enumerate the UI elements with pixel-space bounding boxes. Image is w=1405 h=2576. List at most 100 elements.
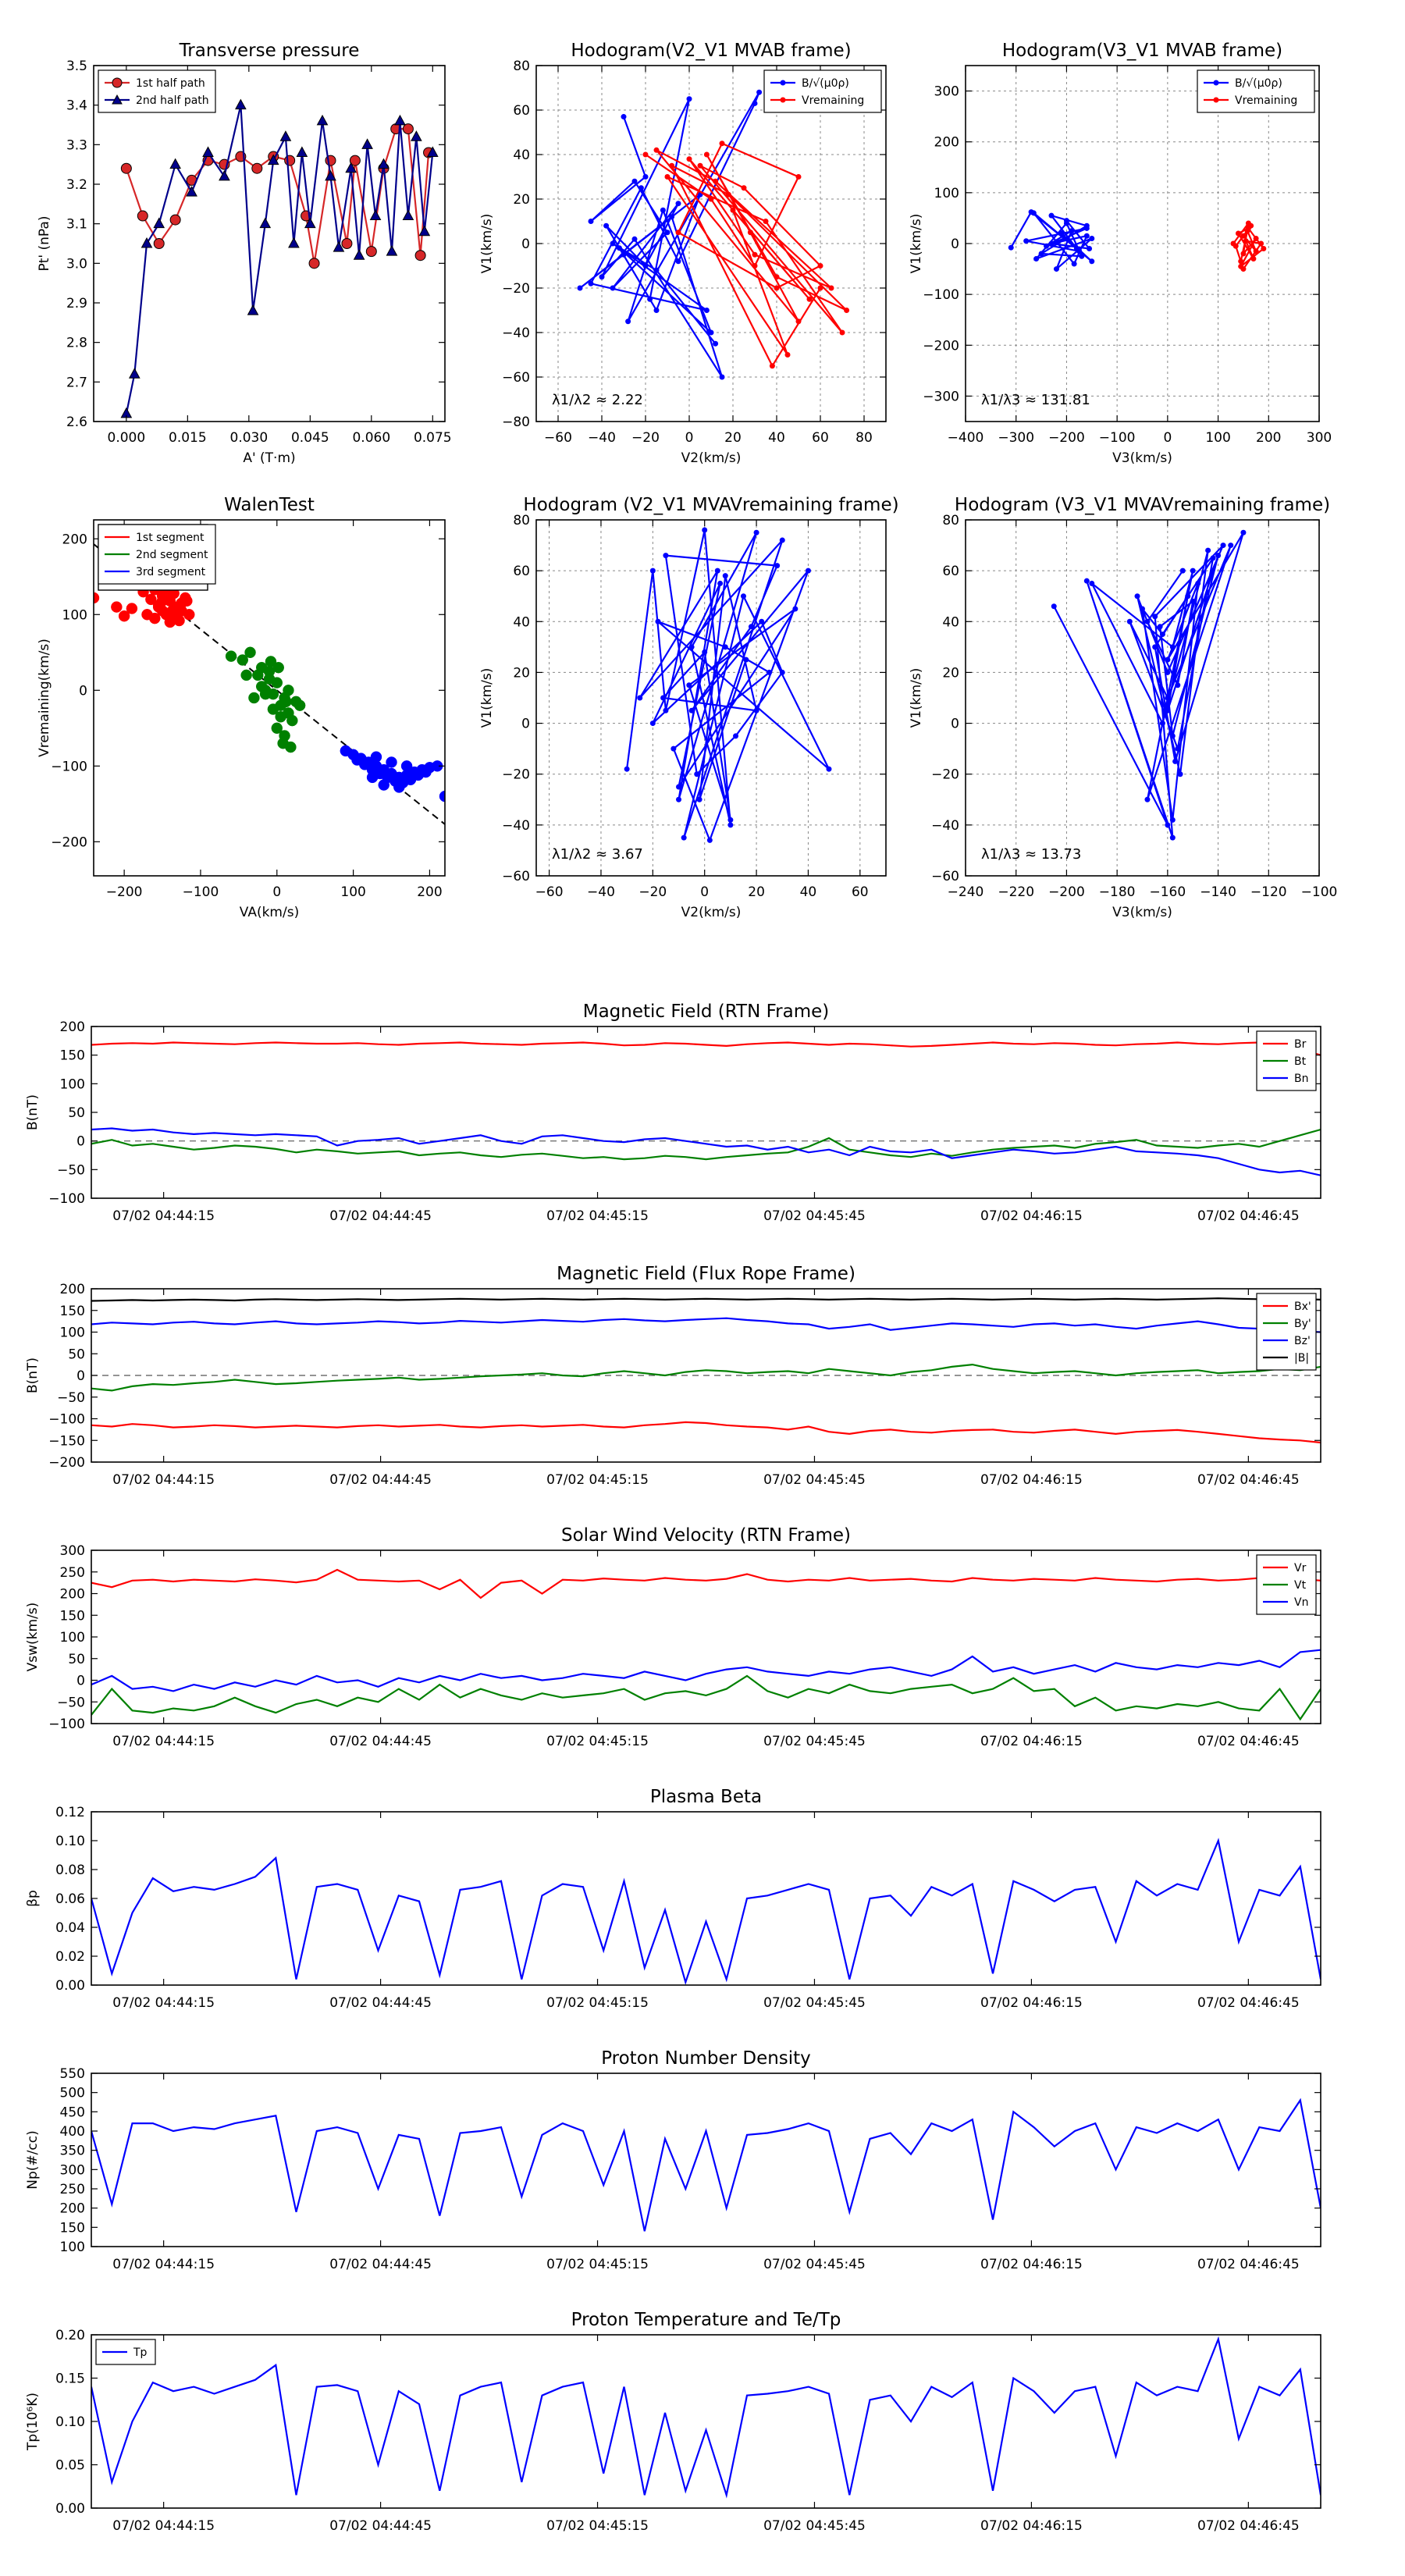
data-point [577,285,583,291]
y-tick-label: 200 [934,135,959,151]
data-point [686,96,692,102]
x-tick-label: 20 [748,884,765,900]
data-point [1261,246,1267,252]
data-point [663,553,669,559]
data-point [828,285,834,291]
y-tick-label: 20 [942,665,959,681]
y-tick-label: 100 [60,1630,85,1646]
y-tick-label: −200 [48,1455,85,1471]
y-tick-label: 0 [521,717,530,732]
y-tick-label: 80 [942,513,959,528]
chart-title: Hodogram (V3_V1 MVAVremaining frame) [955,495,1330,515]
data-point [647,296,653,302]
data-point [1195,580,1201,586]
data-point [1008,244,1014,251]
chart-title: Transverse pressure [179,41,360,61]
data-point [1089,235,1095,241]
data-point [675,258,681,265]
chart-title: WalenTest [224,495,315,515]
data-point [370,751,382,763]
chart-hodogram-v2-v1-mvab: −60 −40 −20 0 20 40 60 80 −80 −60 −40 −20 0 20 40 60 80 H… [479,41,887,466]
chart-transverse-pressure: 0.000 0.015 0.030 0.045 0.060 0.075 2.6 2.7 2.8 2… [37,41,452,466]
data-point [1058,230,1065,237]
chart-magnetic-field-rtn: 07/02 04:44:15 07/02 04:44:45 07/02 04:45:… [25,1002,1321,1224]
data-point [1033,256,1040,262]
legend-marker [112,94,123,105]
x-tick-label: 40 [800,884,817,900]
x-tick-label: 0.060 [352,430,390,446]
x-tick-label: 07/02 04:46:45 [1197,1995,1300,2011]
data-point [272,661,284,674]
data-point [1051,603,1057,610]
x-tick-label: −220 [998,884,1034,900]
series-line--p [91,1838,1321,1985]
data-point [248,692,260,704]
data-point [638,185,644,191]
y-tick-label: 40 [513,614,530,630]
legend-label: 2nd half path [136,94,209,107]
x-tick-label: 0.045 [291,430,329,446]
y-tick-label: 500 [60,2086,85,2101]
y-tick-label: −40 [502,326,530,341]
series-line-br [91,1041,1321,1056]
data-point [418,225,431,237]
chart-walen-test: −200 −100 0 100 200 −200 −100 0 100 200 WalenTest V… [37,495,446,920]
data-point [806,296,813,302]
x-tick-label: 60 [812,430,829,446]
y-tick-label: 300 [60,2162,85,2178]
x-tick-label: 0.075 [414,430,452,446]
data-point [642,263,649,269]
data-point [655,618,661,624]
x-tick-label: 07/02 04:46:45 [1197,2518,1300,2534]
x-tick-label: −40 [587,884,615,900]
y-tick-label: 350 [60,2144,85,2159]
y-tick-label: 80 [513,513,530,528]
data-point [767,669,773,675]
x-tick-label: −60 [535,884,564,900]
x-axis-label: V2(km/s) [681,905,742,920]
chart-plasma-beta: 07/02 04:44:15 07/02 04:44:45 07/02 04:45:… [25,1787,1321,2011]
y-tick-label: 20 [513,665,530,681]
y-tick-label: 0.04 [55,1920,85,1936]
x-tick-label: 07/02 04:46:15 [980,1995,1083,2011]
data-point [333,241,345,252]
y-tick-label: 50 [68,1347,85,1362]
axes-frame [965,519,1320,877]
x-tick-label: 07/02 04:45:15 [546,1995,649,2011]
x-tick-label: 0.015 [169,430,207,446]
y-axis-label: V1(km/s) [909,668,924,728]
y-tick-label: 300 [60,1543,85,1559]
y-tick-label: 2.8 [66,336,87,351]
data-point [165,606,178,617]
data-point [664,229,670,236]
legend-label: B/√(μ0ρ) [1235,77,1282,90]
data-point [353,249,365,260]
y-tick-label: 150 [60,1304,85,1319]
data-point [805,568,811,574]
data-point [675,201,681,207]
data-point [603,222,610,229]
series-line-by- [91,1363,1321,1392]
y-tick-label: 0.10 [55,1834,85,1849]
data-point [669,214,675,220]
data-point [414,250,426,262]
y-tick-label: 3.1 [66,217,87,233]
x-tick-label: 07/02 04:44:15 [112,1208,215,1224]
series-line-bz- [91,1317,1321,1333]
data-point [1089,258,1095,265]
data-point [259,217,272,229]
data-point [366,771,379,784]
y-tick-label: 0 [521,237,530,252]
data-point [1144,618,1151,624]
data-point [839,329,845,336]
data-point [349,155,361,166]
data-point [653,308,660,313]
data-point [1175,682,1181,688]
data-point [752,251,758,258]
data-point [759,618,765,624]
data-point [753,529,759,535]
chart-title: Proton Temperature and Te/Tp [571,2310,841,2330]
data-point [714,568,720,574]
chart-title: Solar Wind Velocity (RTN Frame) [561,1525,851,1546]
data-point [756,89,763,95]
